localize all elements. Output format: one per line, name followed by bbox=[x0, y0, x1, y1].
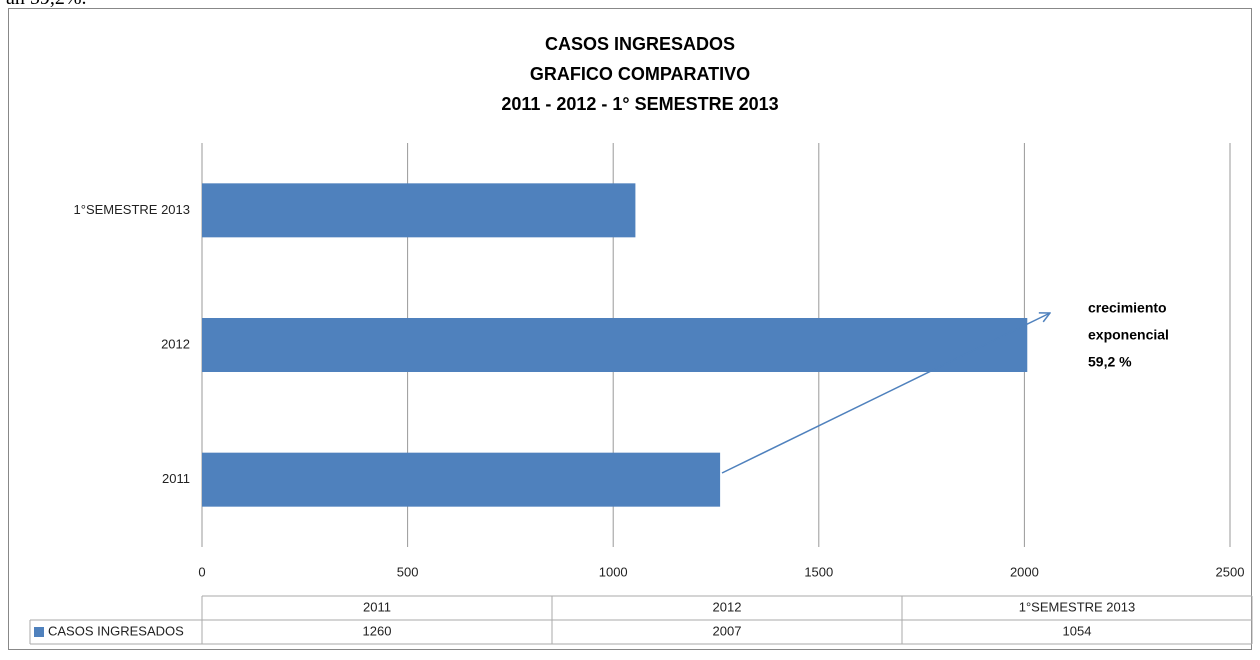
table-header: 1°SEMESTRE 2013 bbox=[1019, 599, 1135, 614]
table-header: 2012 bbox=[713, 599, 742, 614]
y-tick-label: 1°SEMESTRE 2013 bbox=[74, 202, 190, 217]
x-tick-label: 1000 bbox=[599, 564, 628, 579]
chart-title: 2011 - 2012 - 1° SEMESTRE 2013 bbox=[501, 94, 778, 114]
bar bbox=[202, 452, 721, 507]
x-tick-label: 2000 bbox=[1010, 564, 1039, 579]
x-tick-label: 2500 bbox=[1216, 564, 1245, 579]
y-tick-label: 2011 bbox=[162, 471, 190, 486]
legend-key bbox=[34, 627, 44, 637]
table-value: 1260 bbox=[363, 623, 392, 638]
header-fragment: an 59,2%. bbox=[6, 0, 87, 9]
chart-title: CASOS INGRESADOS bbox=[545, 34, 735, 54]
table-value: 2007 bbox=[713, 623, 742, 638]
annotation: exponencial bbox=[1088, 327, 1169, 343]
x-tick-label: 500 bbox=[397, 564, 419, 579]
bar bbox=[202, 318, 1028, 372]
table-header: 2011 bbox=[363, 599, 391, 614]
y-tick-label: 2012 bbox=[161, 336, 190, 351]
legend-label: CASOS INGRESADOS bbox=[48, 623, 184, 638]
chart-title: GRAFICO COMPARATIVO bbox=[530, 64, 750, 84]
bar bbox=[202, 183, 636, 238]
annotation: 59,2 % bbox=[1088, 354, 1132, 370]
table-value: 1054 bbox=[1063, 623, 1092, 638]
annotation-arrow bbox=[721, 313, 1050, 474]
annotation: crecimiento bbox=[1088, 300, 1167, 316]
x-tick-label: 1500 bbox=[804, 564, 833, 579]
x-tick-label: 0 bbox=[198, 564, 205, 579]
